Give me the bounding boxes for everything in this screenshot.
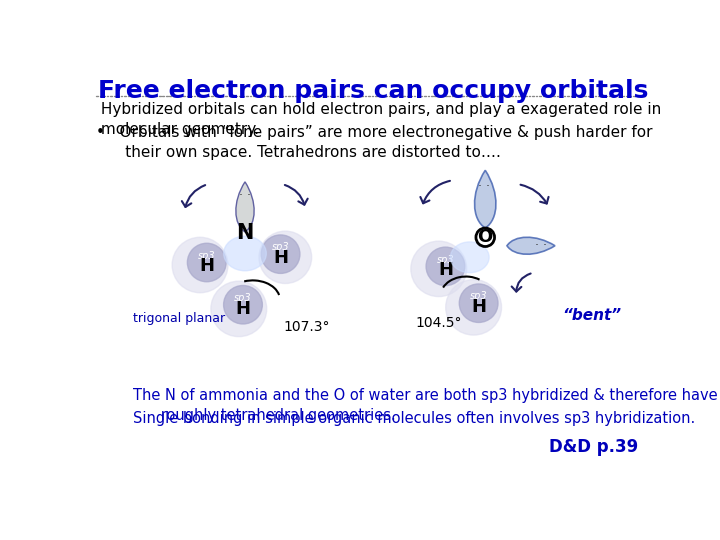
Text: 107.3°: 107.3° [284, 320, 330, 334]
Text: Single bonding in simple organic molecules often involves sp3 hybridization.: Single bonding in simple organic molecul… [132, 411, 695, 426]
Ellipse shape [451, 242, 489, 273]
Text: · ·: · · [535, 239, 547, 252]
Text: sp3: sp3 [234, 293, 252, 303]
Text: H: H [235, 300, 251, 318]
Text: · ·: · · [239, 189, 251, 202]
PathPatch shape [236, 182, 254, 232]
Text: H: H [199, 258, 215, 275]
Text: · ·: · · [477, 180, 490, 193]
Text: Hybridized orbitals can hold electron pairs, and play a exagerated role in
 mole: Hybridized orbitals can hold electron pa… [96, 102, 662, 137]
Ellipse shape [211, 281, 266, 336]
Ellipse shape [426, 247, 465, 286]
Ellipse shape [259, 231, 312, 284]
Ellipse shape [411, 241, 467, 296]
Text: trigonal planar: trigonal planar [132, 313, 225, 326]
Text: H: H [273, 249, 288, 267]
PathPatch shape [474, 170, 496, 228]
Ellipse shape [459, 284, 498, 322]
Text: sp3: sp3 [271, 242, 289, 252]
Text: O: O [477, 228, 493, 246]
Text: 104.5°: 104.5° [415, 316, 462, 330]
Text: H: H [471, 298, 486, 316]
PathPatch shape [507, 237, 555, 254]
Ellipse shape [261, 235, 300, 273]
Ellipse shape [224, 236, 266, 271]
Text: •   Orbitals with “lone pairs” are more electronegative & push harder for
      : • Orbitals with “lone pairs” are more el… [96, 125, 653, 160]
Text: sp3: sp3 [470, 292, 487, 301]
Text: “bent”: “bent” [562, 308, 622, 322]
Text: D&D p.39: D&D p.39 [549, 438, 639, 456]
Ellipse shape [446, 280, 502, 335]
Text: The N of ammonia and the O of water are both sp3 hybridized & therefore have
   : The N of ammonia and the O of water are … [132, 388, 717, 423]
Text: sp3: sp3 [198, 251, 215, 261]
Ellipse shape [187, 243, 226, 282]
Circle shape [476, 228, 495, 247]
Text: Free electron pairs can occupy orbitals: Free electron pairs can occupy orbitals [98, 79, 648, 103]
Text: H: H [438, 261, 453, 279]
Text: sp3: sp3 [436, 255, 454, 265]
Text: N: N [236, 224, 253, 244]
Ellipse shape [172, 237, 228, 293]
Ellipse shape [224, 286, 262, 324]
